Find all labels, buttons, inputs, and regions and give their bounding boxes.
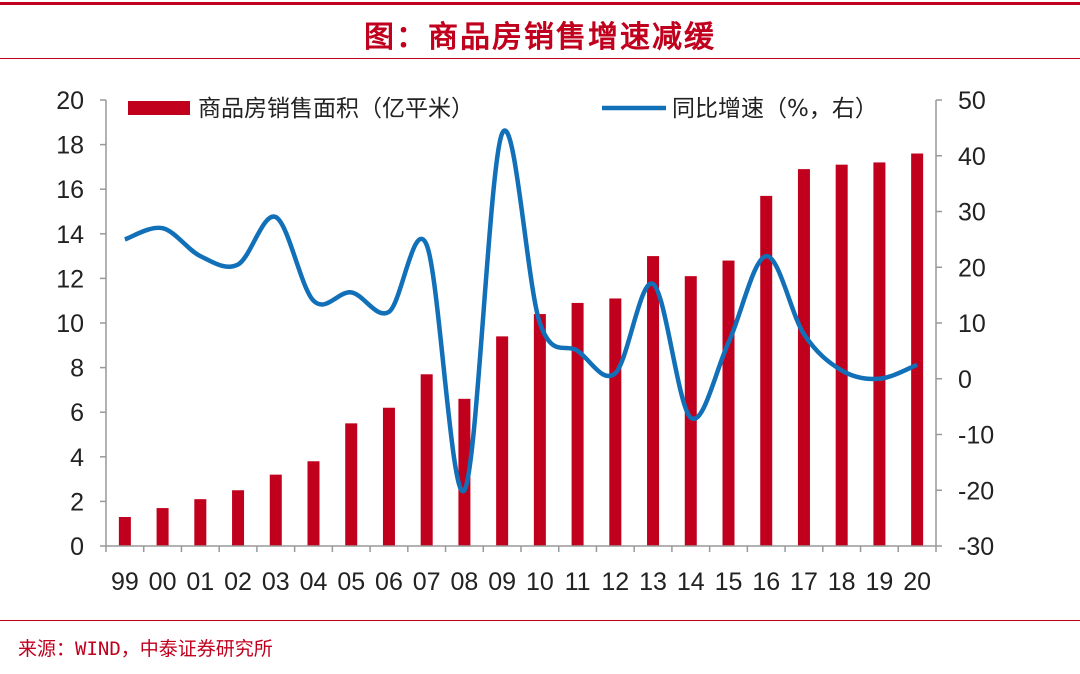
bar-series [118, 153, 924, 547]
left-tick-label: 10 [56, 310, 84, 338]
x-tick-label: 14 [677, 568, 705, 596]
x-tick-label: 00 [149, 568, 177, 596]
bar-09 [496, 336, 509, 546]
x-tick-label: 02 [224, 568, 252, 596]
x-tick-label: 99 [111, 568, 139, 596]
legend: 商品房销售面积（亿平米） 同比增速（%，右） [128, 96, 878, 122]
right-tick-label: 0 [958, 366, 972, 394]
left-tick-label: 12 [56, 265, 84, 293]
bar-15 [722, 260, 735, 546]
left-tick-label: 8 [70, 355, 84, 383]
left-tick-label: 18 [56, 132, 84, 160]
x-tick-label: 11 [565, 568, 591, 596]
x-tick-label: 20 [903, 568, 931, 596]
x-tick-label: 07 [413, 568, 441, 596]
right-tick-label: -10 [958, 422, 994, 450]
x-tick-label: 04 [300, 568, 328, 596]
x-tick-label: 13 [639, 568, 667, 596]
x-tick-label: 16 [752, 568, 780, 596]
legend-bar-swatch [128, 101, 190, 115]
left-tick-label: 0 [70, 533, 84, 561]
chart-title: 图：商品房销售增速减缓 [364, 20, 716, 55]
title-divider [0, 58, 1080, 59]
x-tick-label: 17 [790, 568, 818, 596]
growth-line [124, 128, 918, 494]
x-tick-label: 15 [715, 568, 743, 596]
x-tick-label: 08 [451, 568, 479, 596]
bar-07 [420, 374, 433, 546]
bar-00 [156, 508, 169, 546]
bar-12 [609, 298, 622, 546]
bar-18 [835, 164, 848, 547]
bar-11 [571, 302, 584, 546]
legend-bar-label: 商品房销售面积（亿平米） [198, 96, 474, 122]
right-tick-label: 50 [958, 87, 986, 115]
line-series [124, 128, 918, 494]
x-tick-label: 18 [828, 568, 856, 596]
bar-13 [647, 256, 660, 546]
left-tick-label: 4 [70, 444, 84, 472]
right-tick-label: 20 [958, 254, 986, 282]
legend-line-label: 同比增速（%，右） [672, 96, 878, 122]
left-tick-label: 20 [56, 87, 84, 115]
bar-04 [307, 461, 320, 546]
bar-99 [118, 517, 131, 546]
bar-19 [873, 162, 886, 546]
bar-02 [232, 490, 245, 546]
bar-17 [797, 169, 810, 546]
left-tick-label: 14 [56, 221, 84, 249]
left-tick-label: 2 [70, 488, 84, 516]
right-tick-label: 40 [958, 143, 986, 171]
x-tick-label: 06 [375, 568, 403, 596]
bar-08 [458, 398, 471, 546]
x-tick-label: 10 [526, 568, 554, 596]
bar-05 [345, 423, 358, 546]
bar-20 [911, 153, 924, 546]
top-accent-line [0, 2, 1080, 5]
source-note: 来源：WIND，中泰证券研究所 [18, 638, 273, 660]
bar-01 [194, 499, 207, 546]
x-tick-label: 19 [866, 568, 894, 596]
x-tick-label: 01 [186, 568, 214, 596]
x-tick-label: 12 [601, 568, 629, 596]
bar-16 [760, 195, 773, 546]
right-tick-label: 10 [958, 310, 986, 338]
right-tick-label: -30 [958, 533, 994, 561]
x-tick-label: 05 [337, 568, 365, 596]
bar-14 [684, 276, 697, 546]
right-tick-label: 30 [958, 199, 986, 227]
x-tick-label: 09 [488, 568, 516, 596]
x-tick-label: 03 [262, 568, 290, 596]
source-divider [0, 620, 1080, 621]
bar-06 [382, 407, 395, 546]
bar-10 [533, 314, 546, 546]
bar-03 [269, 474, 282, 546]
left-tick-label: 6 [70, 399, 84, 427]
right-tick-label: -20 [958, 477, 994, 505]
left-tick-label: 16 [56, 176, 84, 204]
